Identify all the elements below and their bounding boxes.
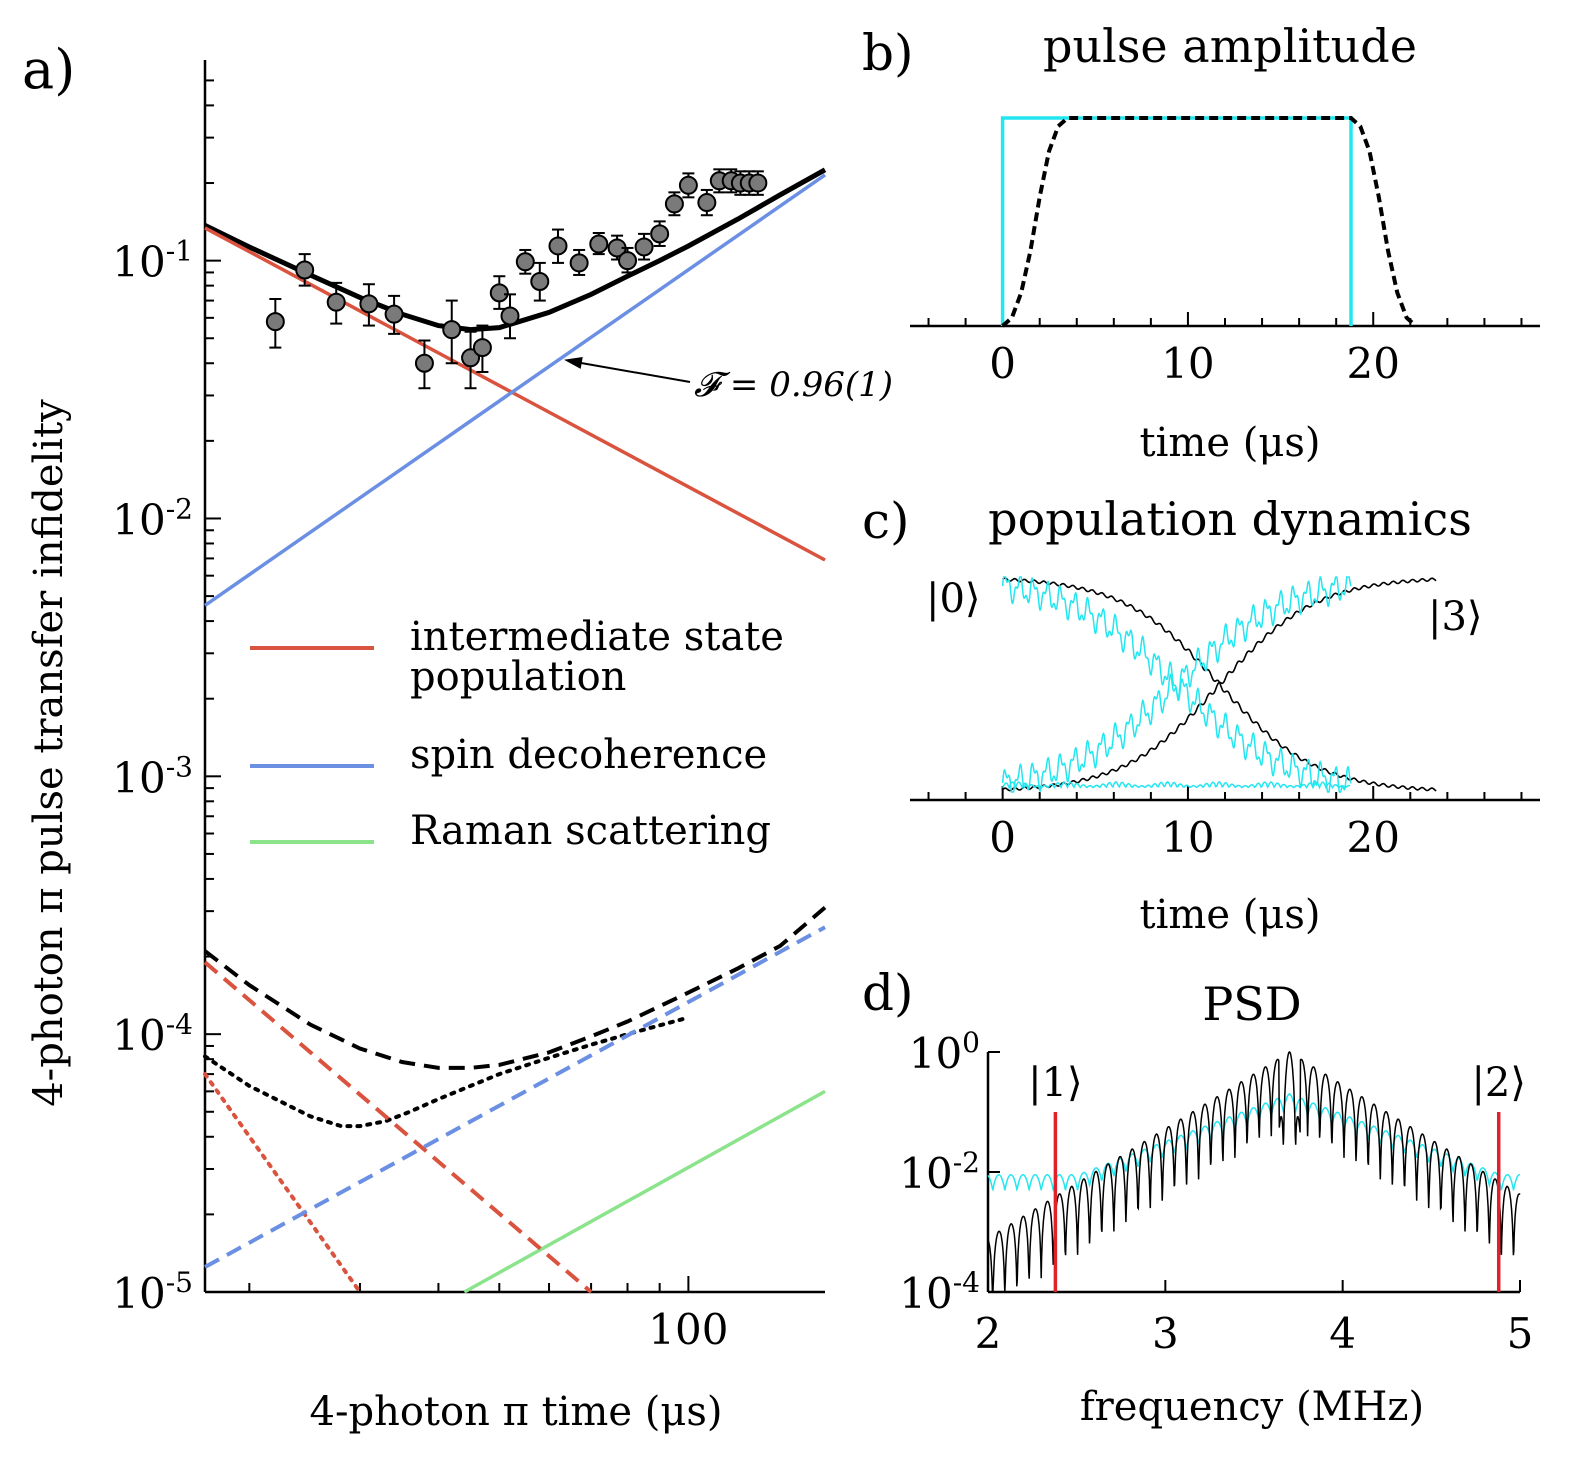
- panel-a-tick-labels: 10-1 10-2 10-3 10-4 10-5 100: [112, 235, 728, 1354]
- panel-c-xlabel: time (μs): [1140, 892, 1321, 938]
- panel-a-series: [203, 167, 827, 1294]
- legend-label: intermediate state: [410, 614, 784, 660]
- panel-c-title: population dynamics: [988, 492, 1472, 546]
- panel-a-y-tick-label: 10-3: [112, 750, 193, 802]
- data-point: [326, 292, 346, 312]
- data-point: [414, 353, 434, 373]
- panel-d-xlabel: frequency (MHz): [1080, 1384, 1424, 1430]
- panel-d-psd-black: [987, 1051, 1521, 1293]
- panel-b-x-tick-label: 0: [989, 339, 1016, 388]
- data-point: [618, 251, 638, 271]
- panel-b-series-black: [1001, 116, 1418, 328]
- data-point: [472, 338, 492, 358]
- panel-b-series: [1000, 116, 1418, 328]
- panel-a-series-red-solid: [204, 226, 826, 562]
- panel-a-y-tick-label: 10-5: [112, 1266, 193, 1318]
- panel-c-x-tick-label: 0: [989, 813, 1016, 862]
- panel-d-y-tick-label: 10-2: [899, 1146, 980, 1198]
- panel-a-y-tick-label: 10-4: [112, 1008, 193, 1060]
- panel-c-series-black-sigmoid-rise: [1002, 577, 1437, 792]
- panel-c-series: [1001, 575, 1437, 793]
- panel-c-x-tick-label: 20: [1347, 813, 1400, 862]
- panel-c-series-cyan-decay: [1001, 576, 1352, 793]
- panel-a-series-green-solid: [463, 1089, 826, 1294]
- data-point: [384, 304, 404, 324]
- data-point: [265, 312, 285, 332]
- panel-b: b) pulse amplitude time (μs) 0 10 20: [862, 19, 1540, 466]
- data-point: [664, 194, 684, 214]
- panel-c-series-black-sigmoid-decay: [1002, 577, 1437, 792]
- data-point: [442, 320, 462, 340]
- legend-label: population: [410, 654, 626, 700]
- fidelity-annotation: 𝓕 = 0.96(1): [694, 365, 893, 405]
- panel-a-series-blue-solid: [204, 173, 826, 607]
- panel-a-series-red-dashed: [203, 960, 593, 1294]
- panel-d-state-markers: |1⟩ |2⟩: [1028, 1060, 1526, 1292]
- panel-a-ylabel: 4-photon π pulse transfer infidelity: [26, 399, 72, 1107]
- data-point: [515, 252, 535, 272]
- panel-d-x-tick-label: 3: [1152, 1309, 1179, 1358]
- data-point: [530, 272, 550, 292]
- panel-d-x-tick-label: 2: [975, 1309, 1002, 1358]
- panel-a-x-tick-label: 100: [648, 1305, 728, 1354]
- data-point: [748, 173, 768, 193]
- data-point: [500, 306, 520, 326]
- data-point: [569, 253, 589, 273]
- panel-a-label: a): [22, 38, 75, 101]
- panel-a-annotation: 𝓕 = 0.96(1): [563, 356, 893, 405]
- panel-c: c) population dynamics time (μs) 0 10 20 |…: [862, 492, 1540, 938]
- panel-b-x-tick-label: 10: [1161, 339, 1214, 388]
- panel-d-series: [987, 1051, 1521, 1293]
- panel-a-series-black-solid: [203, 167, 827, 333]
- legend-label: spin decoherence: [410, 732, 767, 778]
- legend-label: Raman scattering: [410, 808, 771, 854]
- panel-c-series-cyan-noise: [1001, 781, 1351, 790]
- panel-a-y-tick-label: 10-1: [112, 235, 193, 287]
- panel-a-y-tick-label: 10-2: [112, 492, 193, 544]
- state-0-label: |0⟩: [926, 576, 981, 622]
- data-point: [589, 234, 609, 254]
- panel-a-series-blue-dashed: [204, 925, 826, 1269]
- annotation-arrowhead: [563, 356, 583, 369]
- panel-c-label: c): [862, 492, 910, 550]
- state-marker-label: |1⟩: [1028, 1060, 1083, 1106]
- data-point: [489, 283, 509, 303]
- data-point: [461, 348, 481, 368]
- data-point: [295, 260, 315, 280]
- panel-b-series-cyan: [1000, 116, 1353, 326]
- panel-d-title: PSD: [1202, 977, 1301, 1031]
- panel-a-xlabel: 4-photon π time (μs): [310, 1389, 723, 1435]
- panel-a: a) 4-photon π pulse transfer infidelity …: [22, 38, 893, 1435]
- data-point: [650, 224, 670, 244]
- data-point: [548, 236, 568, 256]
- data-point: [697, 193, 717, 213]
- panel-b-x-tick-label: 20: [1347, 339, 1400, 388]
- panel-b-xlabel: time (μs): [1140, 420, 1321, 466]
- panel-b-title: pulse amplitude: [1043, 19, 1417, 73]
- panel-d-x-tick-label: 5: [1507, 1309, 1534, 1358]
- panel-a-data-points: [265, 168, 768, 390]
- annotation-arrow: [573, 360, 691, 383]
- panel-d: d) PSD frequency (MHz) 2 3 4 5 100 10-2 10-4 |…: [862, 964, 1533, 1430]
- state-3-label: |3⟩: [1428, 594, 1483, 640]
- panel-d-y-tick-label: 100: [909, 1026, 980, 1078]
- panel-d-y-tick-label: 10-4: [899, 1266, 980, 1318]
- panel-c-x-tick-label: 10: [1161, 813, 1214, 862]
- panel-b-label: b): [862, 24, 914, 82]
- panel-a-series-black-dotted: [203, 1015, 691, 1129]
- panel-d-axes: 2 3 4 5 100 10-2 10-4: [899, 1026, 1533, 1358]
- data-point: [678, 175, 698, 195]
- panel-c-axes: 0 10 20: [910, 786, 1540, 862]
- state-marker-label: |2⟩: [1471, 1060, 1526, 1106]
- panel-a-series-red-dotted: [203, 1072, 362, 1294]
- panel-c-series-cyan-rise: [1001, 575, 1352, 793]
- panel-b-axes: 0 10 20: [910, 312, 1540, 388]
- panel-d-label: d): [862, 964, 914, 1022]
- panel-d-x-tick-label: 4: [1329, 1309, 1356, 1358]
- panel-a-series-black-dashed: [203, 905, 827, 1070]
- data-point: [359, 294, 379, 314]
- data-point: [634, 237, 654, 257]
